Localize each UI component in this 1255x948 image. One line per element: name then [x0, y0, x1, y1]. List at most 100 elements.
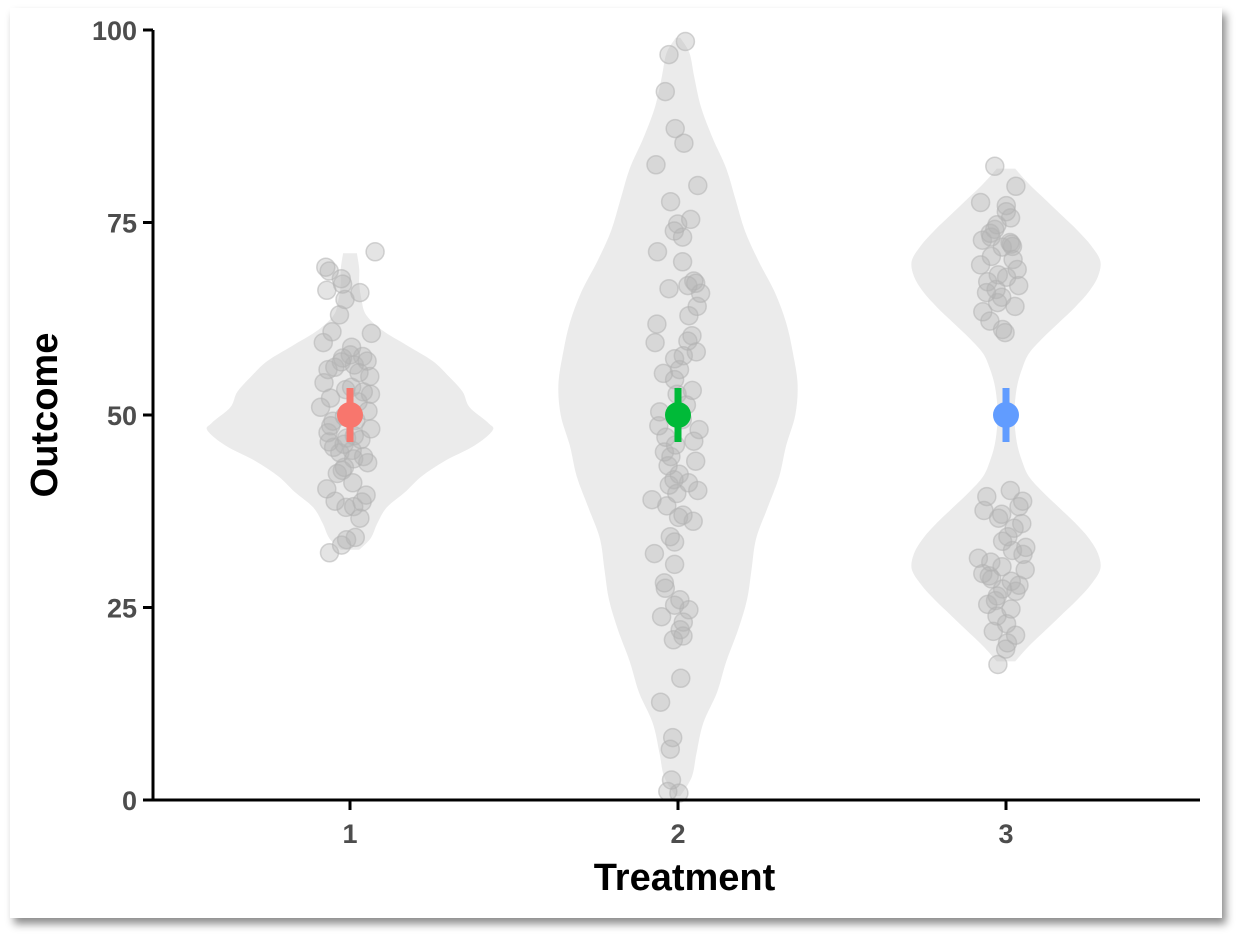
data-point	[689, 419, 709, 440]
data-point	[353, 382, 374, 402]
data-point	[668, 507, 689, 528]
data-point	[662, 727, 683, 748]
data-point	[1005, 296, 1025, 317]
data-point	[685, 273, 706, 294]
mean-point-1	[337, 402, 363, 428]
data-point	[1005, 625, 1026, 645]
data-point	[674, 133, 694, 153]
data-point	[665, 118, 685, 139]
data-point	[365, 242, 385, 262]
data-point	[360, 384, 381, 404]
data-point	[664, 532, 685, 552]
data-point	[647, 242, 668, 262]
data-point	[329, 305, 350, 325]
data-point	[672, 227, 693, 247]
data-point	[983, 621, 1004, 642]
data-point	[331, 352, 352, 372]
x-tick-label: 3	[998, 819, 1013, 849]
data-point	[361, 419, 381, 439]
data-point	[682, 380, 703, 401]
data-point	[1000, 480, 1021, 501]
data-point	[1006, 581, 1026, 602]
y-tick-label: 50	[107, 401, 137, 431]
data-point	[660, 739, 681, 759]
data-point	[1006, 176, 1026, 197]
data-point	[336, 497, 356, 518]
data-point	[660, 191, 681, 212]
data-point	[313, 332, 334, 353]
data-point	[343, 496, 364, 517]
data-point	[669, 359, 690, 380]
data-point	[996, 195, 1017, 216]
y-tick-label: 75	[107, 209, 137, 239]
data-point	[1007, 259, 1027, 280]
x-tick-label: 2	[670, 819, 685, 849]
violin-chart: 0 25 50 75 100 1 2 3 Treatment Outcome	[24, 16, 1200, 899]
data-point	[319, 543, 340, 563]
data-point	[1002, 540, 1023, 561]
x-axis-title: Treatment	[594, 857, 776, 899]
data-point	[1008, 275, 1029, 296]
data-point	[657, 496, 677, 516]
data-point	[684, 431, 704, 451]
data-point	[317, 280, 337, 301]
data-point	[688, 175, 708, 196]
y-tick-label: 25	[107, 594, 137, 624]
data-point	[659, 44, 679, 65]
data-point	[1012, 491, 1033, 511]
data-point	[650, 692, 671, 712]
data-point	[970, 255, 991, 275]
data-point	[325, 491, 345, 511]
data-point	[350, 508, 370, 528]
data-point	[659, 278, 679, 299]
data-point	[988, 508, 1009, 528]
data-point	[646, 155, 666, 175]
data-point	[985, 156, 1005, 177]
data-point	[970, 192, 991, 213]
data-point	[664, 554, 685, 575]
data-point	[649, 416, 669, 436]
summary-layer	[337, 388, 1019, 442]
data-point	[685, 451, 706, 471]
data-point	[653, 363, 674, 384]
data-point	[664, 595, 685, 615]
data-point	[679, 600, 699, 620]
data-point	[352, 346, 373, 367]
data-point	[647, 314, 667, 334]
data-point	[995, 322, 1015, 343]
mean-point-2	[665, 402, 691, 428]
data-point	[1013, 544, 1033, 565]
data-point	[644, 543, 665, 564]
data-point	[664, 349, 685, 369]
data-point	[310, 397, 331, 418]
y-tick-label: 100	[92, 16, 137, 46]
data-point	[988, 654, 1008, 675]
data-point	[343, 449, 364, 469]
data-point	[655, 578, 676, 599]
data-point	[675, 31, 696, 52]
data-point	[1009, 496, 1029, 517]
chart-card: 0 25 50 75 100 1 2 3 Treatment Outcome	[10, 8, 1222, 918]
data-point	[979, 566, 1000, 586]
data-point	[663, 630, 684, 650]
data-point	[343, 473, 363, 493]
data-point	[651, 606, 672, 627]
data-point	[1003, 249, 1023, 270]
mean-point-3	[993, 402, 1019, 428]
data-point	[683, 511, 703, 532]
data-point	[968, 548, 989, 568]
data-point	[995, 639, 1016, 659]
data-point	[672, 252, 693, 272]
data-point	[645, 332, 665, 353]
data-point	[679, 305, 699, 326]
data-point	[972, 230, 993, 250]
data-point	[323, 437, 344, 458]
data-point	[655, 81, 676, 102]
data-point	[361, 323, 382, 344]
data-point	[992, 319, 1013, 340]
x-tick-label: 1	[342, 819, 357, 849]
data-point	[671, 668, 691, 689]
y-axis-title: Outcome	[24, 333, 66, 498]
points-layer	[310, 31, 1036, 803]
data-point	[688, 480, 708, 501]
